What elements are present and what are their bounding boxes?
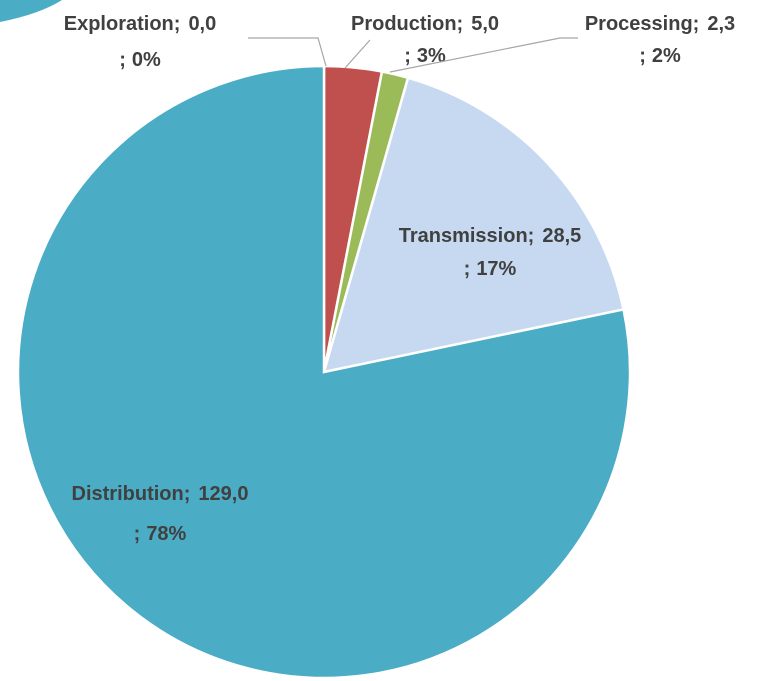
data-label: Production; 5,0 xyxy=(351,13,499,35)
pie-slice xyxy=(322,76,626,374)
separator: ; xyxy=(119,49,126,71)
value-label: 129,0 xyxy=(198,483,248,505)
category-label: Processing xyxy=(585,13,693,35)
separator: ; xyxy=(693,13,700,35)
data-label: ; 17% xyxy=(464,258,517,280)
separator: ; xyxy=(528,225,535,247)
category-label: Exploration xyxy=(64,13,174,35)
data-label: ; 0% xyxy=(119,49,161,71)
category-label: Transmission xyxy=(399,225,528,247)
data-label: Exploration; 0,0 xyxy=(64,13,217,35)
leader-line xyxy=(344,39,371,69)
value-label: 0,0 xyxy=(188,13,216,35)
category-label: Distribution xyxy=(72,483,184,505)
category-label: Production xyxy=(351,13,457,35)
separator: ; xyxy=(457,13,464,35)
data-labels: Exploration; 0,0; 0% Production; 5,0; 3% Proce… xyxy=(64,13,735,545)
separator: ; xyxy=(184,483,191,505)
percent-label: 3% xyxy=(417,45,446,67)
value-label: 28,5 xyxy=(542,225,581,247)
separator: ; xyxy=(404,45,411,67)
percent-label: 78% xyxy=(146,523,186,545)
leader-line xyxy=(389,37,578,73)
data-label: Processing; 2,3 xyxy=(585,13,735,35)
data-label: ; 3% xyxy=(404,45,446,67)
data-label: Transmission; 28,5 xyxy=(399,225,582,247)
percent-label: 17% xyxy=(476,258,516,280)
separator: ; xyxy=(464,258,471,280)
data-label: ; 2% xyxy=(639,45,681,67)
pie-slice xyxy=(16,64,632,680)
data-label: Distribution; 129,0 xyxy=(72,483,249,505)
separator: ; xyxy=(174,13,181,35)
separator: ; xyxy=(639,45,646,67)
percent-label: 0% xyxy=(132,49,161,71)
pie xyxy=(16,64,632,680)
leader-line xyxy=(248,37,327,67)
corner-decoration xyxy=(0,0,62,22)
percent-label: 2% xyxy=(652,45,681,67)
value-label: 2,3 xyxy=(707,13,735,35)
value-label: 5,0 xyxy=(471,13,499,35)
data-label: ; 78% xyxy=(134,523,187,545)
separator: ; xyxy=(134,523,141,545)
